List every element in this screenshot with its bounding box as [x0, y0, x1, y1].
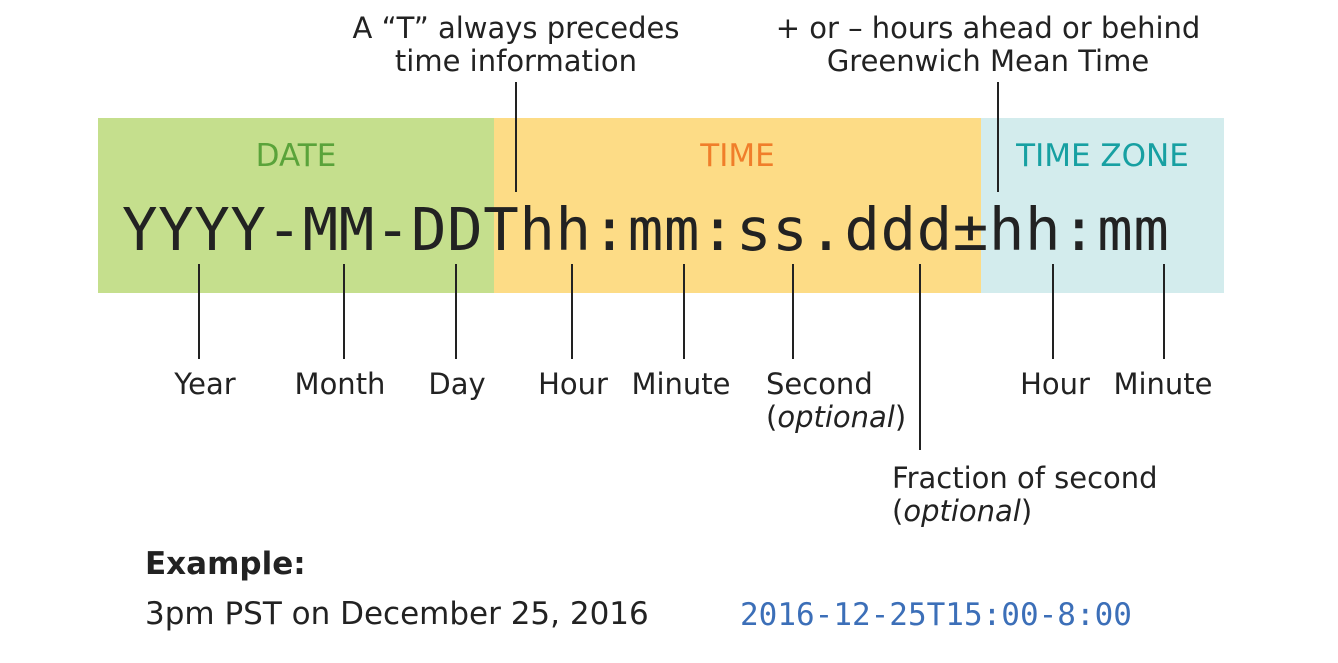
second-optional-text: optional [777, 400, 895, 434]
second-label-text: Second [766, 367, 873, 401]
fraction-label-text: Fraction of second [892, 461, 1158, 495]
month-label: Month [294, 367, 386, 401]
tz-hour-pointer-line [1052, 264, 1054, 359]
tz-minute-pointer-line [1163, 264, 1165, 359]
second-pointer-line [792, 264, 794, 359]
example-description: 3pm PST on December 25, 2016 [145, 596, 649, 632]
year-label: Year [174, 367, 236, 401]
offset-note-line-1: + or – hours ahead or behind [775, 11, 1201, 45]
month-pointer-line [343, 264, 345, 359]
minute-label: Minute [631, 367, 731, 401]
example-value: 2016-12-25T15:00-8:00 [740, 597, 1132, 633]
example-title: Example: [145, 546, 306, 582]
offset-pointer-line [997, 82, 999, 192]
second-optional-note: (optional) [766, 400, 907, 434]
hour-label: Hour [538, 367, 608, 401]
minute-pointer-line [683, 264, 685, 359]
date-section: DATE [98, 118, 494, 293]
fraction-optional-note: (optional) [892, 494, 1033, 528]
fraction-label: Fraction of second (optional) [892, 462, 1158, 528]
tz-hour-label: Hour [1020, 367, 1090, 401]
tz-minute-label: Minute [1113, 367, 1213, 401]
t-prefix-note: A “T” always precedes time information [353, 12, 680, 78]
t-prefix-pointer-line [515, 82, 517, 192]
t-prefix-note-line-2: time information [394, 44, 638, 78]
offset-note-line-2: Greenwich Mean Time [826, 44, 1150, 78]
year-pointer-line [198, 264, 200, 359]
format-string: YYYY-MM-DDThh:mm:ss.ddd±hh:mm [122, 195, 1170, 264]
hour-pointer-line [571, 264, 573, 359]
t-prefix-note-line-1: A “T” always precedes [352, 11, 680, 45]
timezone-section: TIME ZONE [981, 118, 1224, 293]
day-label: Day [428, 367, 486, 401]
time-section: TIME [494, 118, 981, 293]
time-section-title: TIME [700, 138, 775, 174]
fraction-pointer-line [919, 264, 921, 450]
offset-note: + or – hours ahead or behind Greenwich M… [776, 12, 1201, 78]
second-label: Second (optional) [766, 368, 906, 434]
date-section-title: DATE [255, 138, 337, 174]
day-pointer-line [455, 264, 457, 359]
timezone-section-title: TIME ZONE [1016, 138, 1189, 174]
fraction-optional-text: optional [903, 494, 1021, 528]
